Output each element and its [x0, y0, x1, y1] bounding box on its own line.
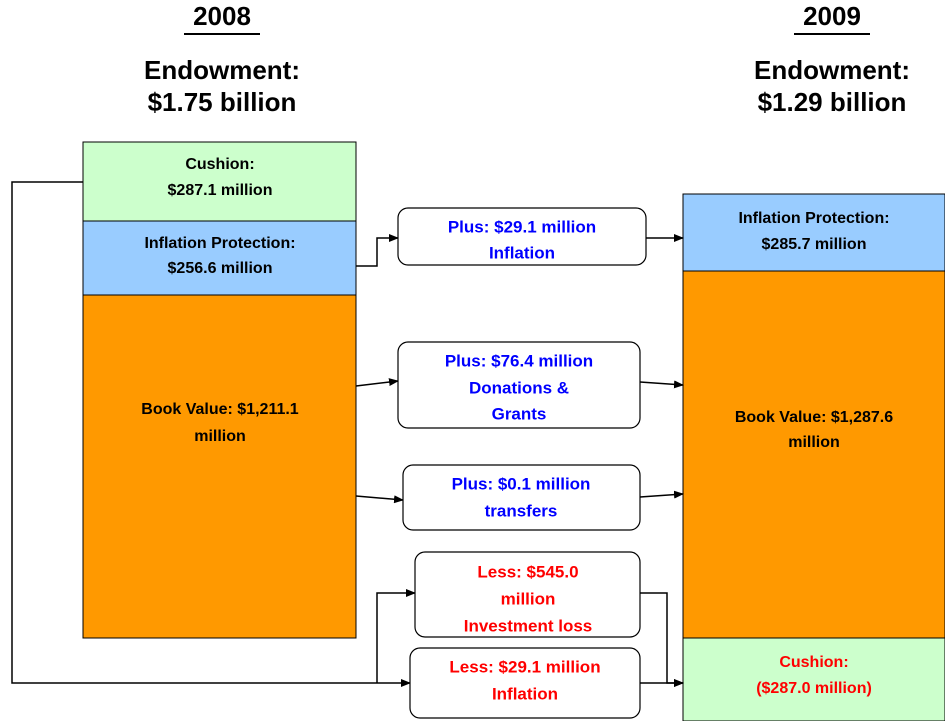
flow-text: Less: $545.0 — [477, 562, 578, 581]
flow-text: million — [501, 589, 556, 608]
arrow — [639, 380, 684, 389]
block-text: million — [788, 434, 840, 451]
block-text: million — [194, 428, 246, 445]
flow-text: Plus: $29.1 million — [448, 217, 596, 236]
flow-box — [397, 207, 647, 266]
flow-text: Investment loss — [464, 616, 593, 635]
block-text: Inflation Protection: — [144, 235, 295, 252]
flow-text: Inflation — [492, 684, 558, 703]
block-text: $285.7 million — [762, 236, 867, 253]
flow-text: Less: $29.1 million — [449, 657, 600, 676]
endowment-amount: $1.29 billion — [758, 87, 907, 117]
flow-box — [397, 341, 641, 429]
endowment-label: Endowment: — [754, 55, 910, 85]
arrow — [639, 490, 684, 499]
flow-text: Plus: $76.4 million — [445, 351, 593, 370]
year-2009: 2009 — [803, 1, 861, 31]
flow-box — [402, 464, 641, 531]
flow-box — [414, 551, 641, 638]
arrow — [640, 592, 684, 687]
arrow — [355, 378, 399, 387]
inflation-block — [682, 193, 945, 272]
arrow — [11, 181, 411, 687]
flow-text: transfers — [485, 501, 558, 520]
block-text: Book Value: $1,287.6 — [735, 409, 893, 426]
arrow — [356, 234, 399, 267]
endowment-amount: $1.75 billion — [148, 87, 297, 117]
flow-box — [409, 647, 641, 719]
inflation-block — [82, 220, 357, 296]
block-text: $287.1 million — [168, 182, 273, 199]
flow-text: Inflation — [489, 243, 555, 262]
block-text: Cushion: — [185, 156, 254, 173]
book-value-block — [82, 294, 357, 639]
year-2008: 2008 — [193, 1, 251, 31]
block-text: Cushion: — [779, 654, 848, 671]
block-text: $256.6 million — [168, 260, 273, 277]
book-value-block — [682, 270, 945, 639]
endowment-label: Endowment: — [144, 55, 300, 85]
block-text: Book Value: $1,211.1 — [141, 401, 299, 418]
block-text: Inflation Protection: — [738, 210, 889, 227]
flow-text: Grants — [492, 404, 547, 423]
arrow — [376, 589, 416, 683]
arrow — [355, 495, 404, 504]
cushion-block — [682, 637, 945, 721]
block-text: ($287.0 million) — [756, 680, 872, 697]
flow-text: Donations & — [469, 378, 569, 397]
flow-text: Plus: $0.1 million — [452, 474, 591, 493]
